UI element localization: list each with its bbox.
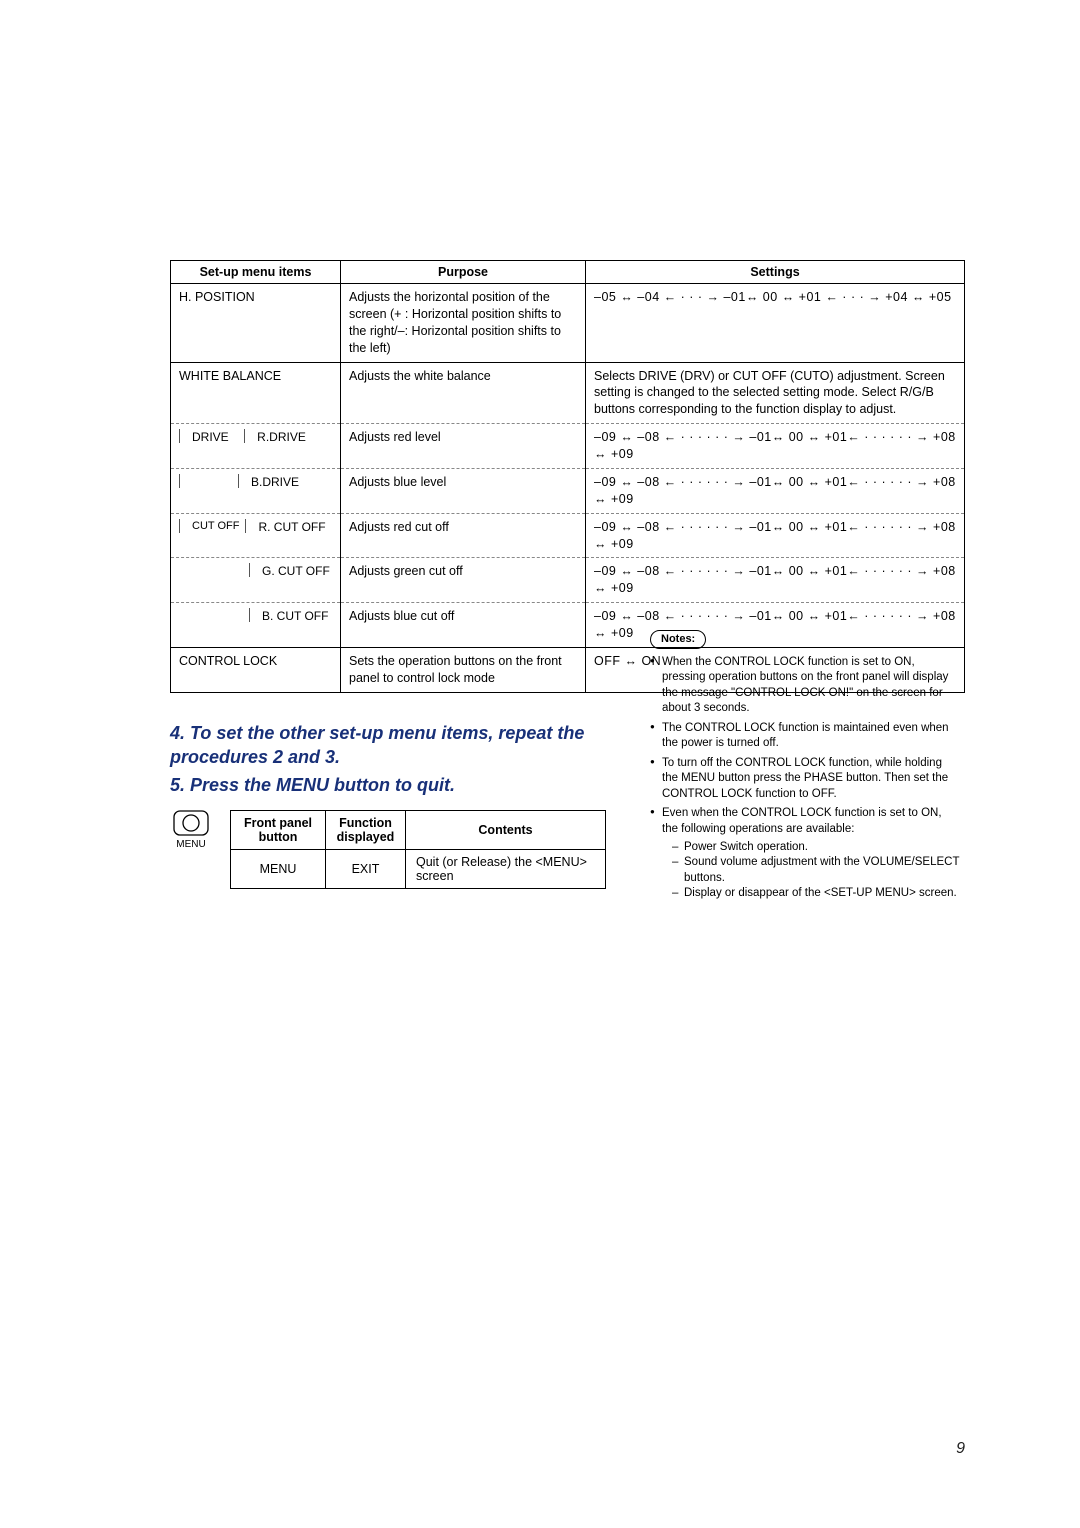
step-4-heading: 4. To set the other set-up menu items, r…: [170, 721, 640, 770]
note-4: Even when the CONTROL LOCK function is s…: [650, 806, 960, 901]
cell-wb-purpose: Adjusts the white balance: [341, 362, 586, 424]
th-items: Set-up menu items: [171, 261, 341, 284]
cell-rcut-purpose: Adjusts red cut off: [341, 513, 586, 558]
fp-h1: Front panel button: [231, 810, 326, 849]
notes-label: Notes:: [650, 630, 706, 649]
note-3: To turn off the CONTROL LOCK function, w…: [650, 756, 960, 803]
th-purpose: Purpose: [341, 261, 586, 284]
cell-bdrive-settings: –09 ↔ –08 ← · · · · · · → –01↔ 00 ↔ +01←…: [586, 468, 965, 513]
fp-h3: Contents: [406, 810, 606, 849]
cell-bdrive-name: B.DRIVE: [171, 468, 341, 513]
cell-rcut-name: CUT OFFR. CUT OFF: [171, 513, 341, 558]
cell-hpos-purpose: Adjusts the horizontal position of the s…: [341, 284, 586, 363]
cell-wb-settings: Selects DRIVE (DRV) or CUT OFF (CUTO) ad…: [586, 362, 965, 424]
cell-rdrive-purpose: Adjusts red level: [341, 424, 586, 469]
page-number: 9: [956, 1440, 965, 1458]
cell-gcut-name: G. CUT OFF: [171, 558, 341, 603]
menu-button-icon: MENU: [170, 810, 212, 850]
cell-ctrl-purpose: Sets the operation buttons on the front …: [341, 647, 586, 692]
cell-rdrive-name: DRIVE R.DRIVE: [171, 424, 341, 469]
cell-bdrive-purpose: Adjusts blue level: [341, 468, 586, 513]
cell-gcut-settings: –09 ↔ –08 ← · · · · · · → –01↔ 00 ↔ +01←…: [586, 558, 965, 603]
cell-bcut-purpose: Adjusts blue cut off: [341, 603, 586, 648]
front-panel-table: Front panel button Function displayed Co…: [230, 810, 606, 889]
cell-wb-name: WHITE BALANCE: [171, 362, 341, 424]
notes-section: Notes: When the CONTROL LOCK function is…: [650, 630, 960, 906]
note-2: The CONTROL LOCK function is maintained …: [650, 721, 960, 752]
note-1: When the CONTROL LOCK function is set to…: [650, 655, 960, 717]
cell-ctrl-name: CONTROL LOCK: [171, 647, 341, 692]
cell-hpos-name: H. POSITION: [171, 284, 341, 363]
fp-c1: MENU: [231, 849, 326, 888]
cell-hpos-settings: –05 ↔ –04 ← · · · → –01↔ 00 ↔ +01 ← · · …: [586, 284, 965, 363]
setup-menu-table: Set-up menu items Purpose Settings H. PO…: [170, 260, 965, 693]
th-settings: Settings: [586, 261, 965, 284]
fp-c2: EXIT: [326, 849, 406, 888]
menu-icon-label: MENU: [176, 839, 205, 850]
fp-c3: Quit (or Release) the <MENU> screen: [406, 849, 606, 888]
cell-bcut-name: B. CUT OFF: [171, 603, 341, 648]
cell-gcut-purpose: Adjusts green cut off: [341, 558, 586, 603]
fp-h2: Function displayed: [326, 810, 406, 849]
cell-rdrive-settings: –09 ↔ –08 ← · · · · · · → –01↔ 00 ↔ +01←…: [586, 424, 965, 469]
cell-rcut-settings: –09 ↔ –08 ← · · · · · · → –01↔ 00 ↔ +01←…: [586, 513, 965, 558]
note-4a: Power Switch operation.: [672, 840, 960, 856]
note-4b: Sound volume adjustment with the VOLUME/…: [672, 855, 960, 886]
note-4c: Display or disappear of the <SET-UP MENU…: [672, 886, 960, 902]
